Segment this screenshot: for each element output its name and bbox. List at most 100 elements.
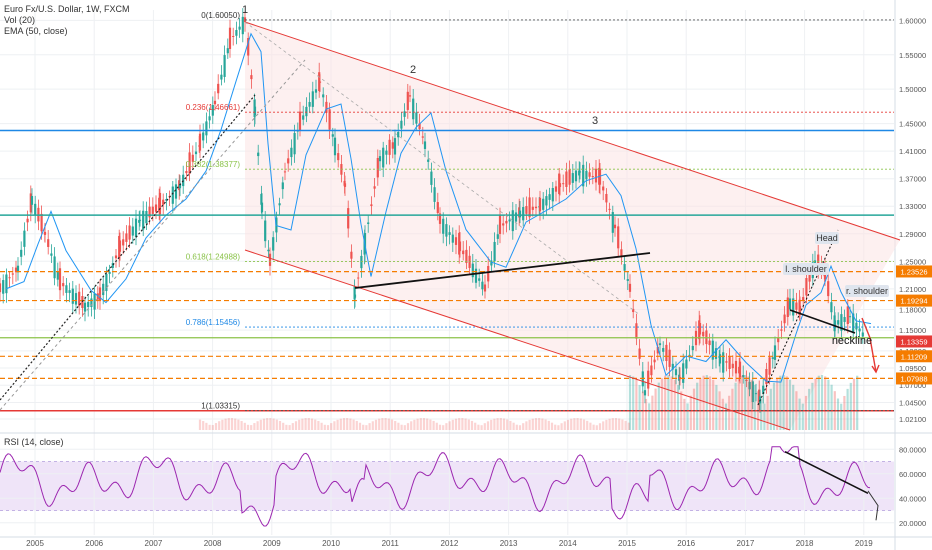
volume-bar <box>689 395 692 430</box>
candle-body <box>78 291 81 306</box>
volume-bar <box>696 382 699 430</box>
volume-bar <box>426 418 429 430</box>
volume-bar <box>747 376 750 430</box>
candle-body <box>408 95 412 97</box>
candle-body <box>68 290 71 293</box>
candle-body <box>376 158 379 178</box>
volume-bar <box>618 418 621 430</box>
volume-bar <box>208 424 211 430</box>
candle-body <box>226 48 229 54</box>
fib-level-label: 0.786(1.15456) <box>186 318 241 327</box>
candle-body <box>808 273 811 282</box>
candle-body <box>496 234 499 239</box>
candle-body <box>505 220 508 224</box>
volume-bar <box>638 385 641 430</box>
candle-body <box>714 348 718 359</box>
volume-bar <box>435 422 438 430</box>
candle-body <box>594 168 598 183</box>
x-tick-label: 2018 <box>796 539 814 548</box>
x-tick-label: 2008 <box>204 539 222 548</box>
candle-body <box>8 277 11 279</box>
candle-body <box>698 322 702 335</box>
candle-body <box>185 171 188 174</box>
candle-body <box>360 255 363 269</box>
volume-bar <box>750 379 753 430</box>
candle-body <box>702 331 705 337</box>
y-tick-label: 1.07000 <box>899 381 926 390</box>
candle-body <box>211 105 214 116</box>
volume-bar <box>365 425 368 430</box>
volume-bar <box>648 403 651 430</box>
y-tick-label: 1.50000 <box>899 85 926 94</box>
candle-body <box>833 320 837 329</box>
volume-bar <box>846 388 849 430</box>
volume-bar <box>683 398 686 430</box>
candle-body <box>650 365 653 376</box>
volume-bar <box>224 418 227 430</box>
right-shoulder-label-bg <box>845 285 889 297</box>
candle-body <box>493 241 496 262</box>
candle-body <box>158 192 162 215</box>
candle-body <box>412 98 415 120</box>
neckline-label: neckline <box>832 335 872 347</box>
volume-bar <box>349 418 352 430</box>
volume-bar <box>614 418 618 430</box>
candle-body <box>662 348 665 352</box>
candle-body <box>83 302 87 312</box>
volume-bar <box>728 395 731 430</box>
volume-bar <box>525 421 528 430</box>
volume-bar <box>422 418 426 430</box>
volume-bar <box>266 418 269 430</box>
volume-bar <box>763 403 766 430</box>
candle-body <box>357 277 360 279</box>
candle-body <box>391 142 394 149</box>
volume-bar <box>557 425 560 430</box>
candle-body <box>272 237 275 251</box>
candle-body <box>751 381 754 403</box>
ema-legend: EMA (50, close) <box>4 26 68 36</box>
candle-body <box>671 363 674 370</box>
candle-body <box>682 363 685 383</box>
volume-bar <box>820 375 824 430</box>
volume-bar <box>499 418 502 430</box>
candle-body <box>105 273 108 292</box>
candle-body <box>388 139 391 155</box>
y-tick-label: 1.45000 <box>899 120 926 129</box>
candle-body <box>837 320 840 325</box>
candle-body <box>502 223 505 226</box>
candle-body <box>148 206 151 218</box>
candle-body <box>217 83 220 94</box>
volume-bar <box>715 384 718 430</box>
candle-body <box>786 297 789 317</box>
candle-body <box>154 204 158 212</box>
volume-bar <box>467 419 470 430</box>
volume-bar <box>654 388 657 430</box>
candle-body <box>565 171 568 187</box>
volume-bar <box>814 378 817 430</box>
rising-trend-line <box>757 229 839 406</box>
volume-bar <box>692 388 696 430</box>
candle-body <box>471 263 474 278</box>
volume-bar <box>470 420 474 430</box>
candle-body <box>30 196 34 205</box>
candle-body <box>71 288 74 304</box>
volume-bar <box>737 378 740 430</box>
candle-body <box>656 346 659 354</box>
candle-body <box>400 120 403 129</box>
candle-body <box>518 210 522 218</box>
candle-body <box>758 389 761 403</box>
diagonal-guide <box>244 21 641 316</box>
volume-bar <box>464 418 467 430</box>
candle-body <box>293 132 296 155</box>
volume-bar <box>410 421 413 430</box>
candle-body <box>125 233 128 242</box>
candle-body <box>208 116 211 121</box>
candle-body <box>162 199 165 205</box>
candle-body <box>90 298 93 308</box>
fib-level-label: 1(1.03315) <box>201 402 240 411</box>
price-label-tag <box>896 335 932 348</box>
volume-bar <box>253 423 256 430</box>
volume-bar <box>298 419 301 430</box>
candle-body <box>632 308 635 313</box>
